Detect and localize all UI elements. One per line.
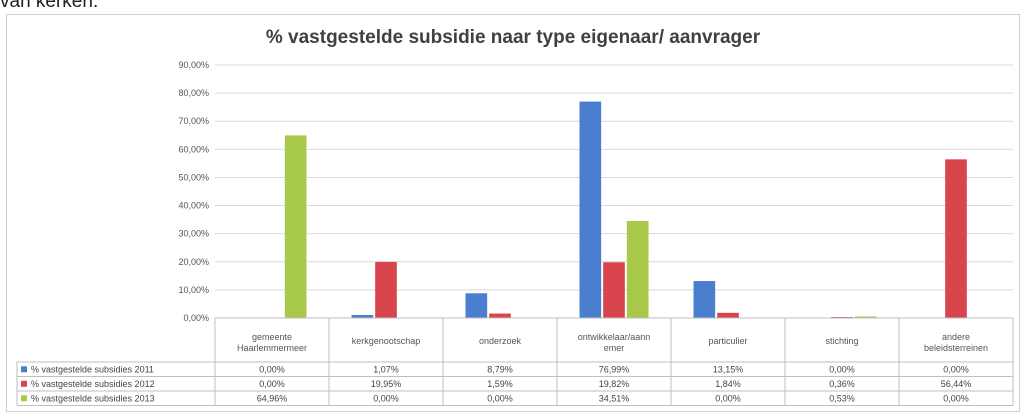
data-value-label: 13,15% xyxy=(713,364,744,374)
intro-text-fragment: van kerken. xyxy=(0,0,99,12)
y-tick-label: 90,00% xyxy=(178,60,209,70)
data-value-label: 34,51% xyxy=(599,393,630,403)
bar xyxy=(465,293,488,318)
data-value-label: 0,00% xyxy=(943,393,969,403)
data-value-label: 56,44% xyxy=(941,379,972,389)
legend-swatch xyxy=(21,395,27,402)
bar xyxy=(854,316,877,318)
bar xyxy=(579,101,602,318)
category-label: gemeente xyxy=(252,332,292,342)
data-value-label: 8,79% xyxy=(487,364,513,374)
legend-label: % vastgestelde subsidies 2012 xyxy=(31,379,155,389)
legend-label: % vastgestelde subsidies 2013 xyxy=(31,393,155,403)
y-tick-label: 70,00% xyxy=(178,116,209,126)
y-tick-label: 60,00% xyxy=(178,144,209,154)
y-tick-label: 40,00% xyxy=(178,201,209,211)
data-value-label: 1,59% xyxy=(487,379,513,389)
data-value-label: 19,95% xyxy=(371,379,402,389)
data-value-label: 0,36% xyxy=(829,379,855,389)
data-value-label: 64,96% xyxy=(257,393,288,403)
data-value-label: 0,00% xyxy=(715,393,741,403)
data-value-label: 1,07% xyxy=(373,364,399,374)
data-value-label: 0,00% xyxy=(829,364,855,374)
category-label: beleidsterreinen xyxy=(924,343,988,353)
y-tick-label: 20,00% xyxy=(178,257,209,267)
bar xyxy=(945,159,967,318)
y-tick-label: 80,00% xyxy=(178,88,209,98)
y-tick-label: 50,00% xyxy=(178,172,209,182)
bar xyxy=(351,314,374,318)
legend-label: % vastgestelde subsidies 2011 xyxy=(31,364,154,374)
y-tick-label: 30,00% xyxy=(178,229,209,239)
data-value-label: 1,84% xyxy=(715,379,741,389)
category-label: kerkgenootschap xyxy=(352,336,421,346)
category-label: onderzoek xyxy=(479,336,522,346)
legend-swatch xyxy=(21,380,27,387)
bar xyxy=(626,220,649,318)
legend-swatch xyxy=(21,366,27,373)
chart-title: % vastgestelde subsidie naar type eigena… xyxy=(265,27,761,48)
data-value-label: 0,00% xyxy=(943,364,969,374)
category-label: andere xyxy=(942,332,970,342)
category-label: ontwikkelaar/aann xyxy=(578,332,651,342)
data-value-label: 76,99% xyxy=(599,364,630,374)
data-value-label: 0,00% xyxy=(259,364,285,374)
data-value-label: 0,00% xyxy=(259,379,285,389)
category-label: stichting xyxy=(825,336,858,346)
y-tick-label: 10,00% xyxy=(178,285,209,295)
bar xyxy=(717,312,739,318)
data-value-label: 19,82% xyxy=(599,379,630,389)
bar xyxy=(489,313,511,318)
data-value-label: 0,53% xyxy=(829,393,855,403)
category-label: particulier xyxy=(708,336,747,346)
category-label: emer xyxy=(604,343,625,353)
data-value-label: 0,00% xyxy=(487,393,513,403)
bar xyxy=(693,281,716,318)
bar xyxy=(831,316,853,318)
chart-area: % vastgestelde subsidie naar type eigena… xyxy=(6,14,1020,412)
data-value-label: 0,00% xyxy=(373,393,399,403)
bar xyxy=(284,135,307,318)
bar-chart: 0,00% 10,00% 20,00% 30,00% 40,00% 50,00% 60,00… xyxy=(16,60,1014,406)
category-label: Haarlemmermeer xyxy=(237,343,307,353)
bar xyxy=(375,261,397,318)
y-tick-label: 0,00% xyxy=(183,313,209,323)
bar xyxy=(603,262,625,318)
